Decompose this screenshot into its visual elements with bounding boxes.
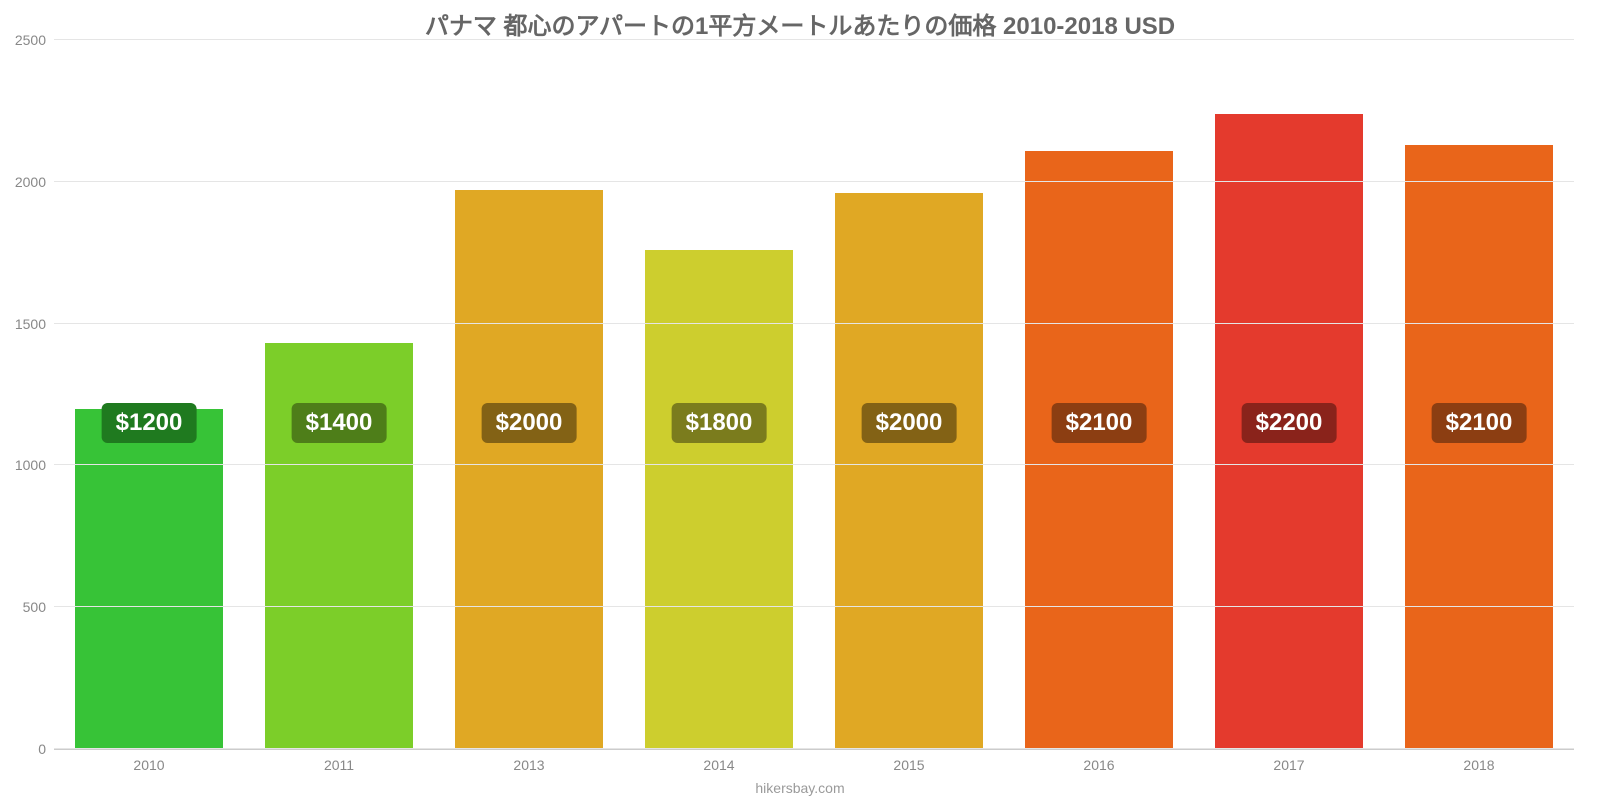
y-tick-label: 2500 — [15, 32, 54, 48]
x-tick-label: 2011 — [324, 749, 354, 773]
x-tick-label: 2017 — [1273, 749, 1304, 773]
bars-row: $12002010$14002011$20002013$18002014$200… — [54, 40, 1574, 749]
x-tick-label: 2010 — [133, 749, 164, 773]
bar-slot: $14002011 — [244, 40, 434, 749]
bar-value-label: $2100 — [1052, 403, 1147, 443]
bar-value-label: $2000 — [482, 403, 577, 443]
bar-value-label: $1400 — [292, 403, 387, 443]
plot-area: $12002010$14002011$20002013$18002014$200… — [54, 40, 1574, 750]
bar: $2000 — [835, 193, 983, 749]
bar: $1800 — [645, 250, 793, 749]
bar: $2000 — [455, 190, 603, 749]
bar: $1400 — [265, 343, 413, 749]
y-tick-label: 2000 — [15, 174, 54, 190]
y-tick-label: 0 — [38, 741, 54, 757]
bar-slot: $22002017 — [1194, 40, 1384, 749]
gridline — [54, 39, 1574, 40]
x-tick-label: 2014 — [703, 749, 734, 773]
bar-slot: $21002016 — [1004, 40, 1194, 749]
y-tick-label: 1500 — [15, 316, 54, 332]
gridline — [54, 464, 1574, 465]
gridline — [54, 748, 1574, 749]
bar: $2100 — [1405, 145, 1553, 749]
bar-slot: $21002018 — [1384, 40, 1574, 749]
bar-value-label: $2200 — [1242, 403, 1337, 443]
bar-value-label: $1200 — [102, 403, 197, 443]
chart-footer: hikersbay.com — [0, 780, 1600, 796]
bar: $2100 — [1025, 151, 1173, 749]
bar-slot: $18002014 — [624, 40, 814, 749]
x-tick-label: 2016 — [1083, 749, 1114, 773]
bar-slot: $12002010 — [54, 40, 244, 749]
bar: $2200 — [1215, 114, 1363, 749]
y-tick-label: 1000 — [15, 457, 54, 473]
y-tick-label: 500 — [23, 599, 54, 615]
x-tick-label: 2018 — [1463, 749, 1494, 773]
bar-value-label: $1800 — [672, 403, 767, 443]
gridline — [54, 323, 1574, 324]
bar: $1200 — [75, 409, 223, 749]
x-tick-label: 2013 — [513, 749, 544, 773]
x-tick-label: 2015 — [893, 749, 924, 773]
chart-title: パナマ 都心のアパートの1平方メートルあたりの価格 2010-2018 USD — [0, 6, 1600, 41]
gridline — [54, 181, 1574, 182]
bar-value-label: $2100 — [1432, 403, 1527, 443]
bar-value-label: $2000 — [862, 403, 957, 443]
bar-slot: $20002015 — [814, 40, 1004, 749]
bar-chart: パナマ 都心のアパートの1平方メートルあたりの価格 2010-2018 USD … — [0, 0, 1600, 800]
bar-slot: $20002013 — [434, 40, 624, 749]
gridline — [54, 606, 1574, 607]
